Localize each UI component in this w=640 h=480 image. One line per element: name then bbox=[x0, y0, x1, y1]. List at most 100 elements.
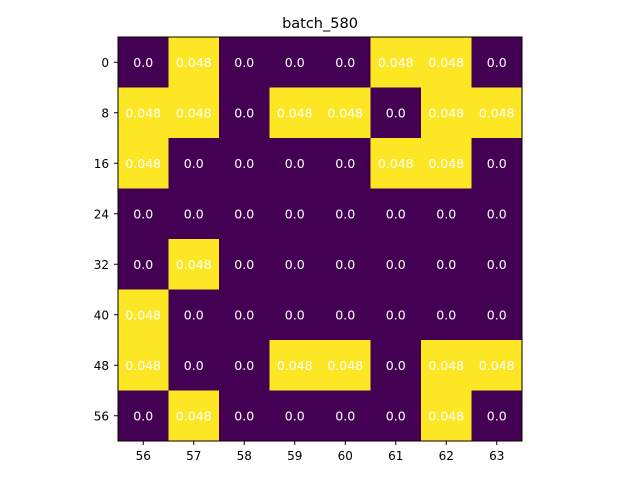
heatmap-cell-value: 0.0 bbox=[234, 55, 254, 70]
y-tick-label: 24 bbox=[94, 207, 109, 221]
heatmap-cell-value: 0.0 bbox=[335, 257, 355, 272]
heatmap-cell bbox=[118, 390, 169, 442]
heatmap-cell-value: 0.0 bbox=[386, 257, 406, 272]
y-tick-label: 56 bbox=[94, 409, 109, 423]
heatmap-cell-value: 0.048 bbox=[176, 55, 212, 70]
heatmap-cell-value: 0.0 bbox=[184, 206, 204, 221]
heatmap-cell-value: 0.048 bbox=[176, 408, 212, 423]
heatmap-cell-value: 0.0 bbox=[234, 307, 254, 322]
heatmap-cell bbox=[118, 87, 169, 139]
heatmap-cell-value: 0.0 bbox=[335, 206, 355, 221]
x-tick-label: 60 bbox=[338, 449, 353, 463]
heatmap-cell-value: 0.0 bbox=[285, 257, 305, 272]
heatmap-cell-value: 0.0 bbox=[335, 156, 355, 171]
heatmap-cell bbox=[269, 340, 321, 391]
heatmap-cell-value: 0.0 bbox=[184, 358, 204, 373]
heatmap-cell bbox=[421, 390, 472, 442]
heatmap-cell bbox=[320, 340, 371, 391]
heatmap-cell-value: 0.0 bbox=[487, 307, 507, 322]
heatmap-cell bbox=[320, 289, 371, 341]
heatmap-cell bbox=[320, 188, 371, 240]
heatmap-cell bbox=[269, 188, 321, 240]
heatmap-cell bbox=[118, 37, 169, 88]
heatmap-cell-value: 0.0 bbox=[285, 55, 305, 70]
heatmap-cell-value: 0.0 bbox=[335, 408, 355, 423]
heatmap-cell bbox=[219, 239, 270, 290]
heatmap-cell bbox=[471, 87, 523, 139]
heatmap-cell-value: 0.048 bbox=[277, 358, 313, 373]
heatmap-cell-value: 0.048 bbox=[378, 55, 414, 70]
heatmap-cell bbox=[370, 340, 422, 391]
y-axis: 0 8 16 24 32 40 48 56 bbox=[94, 56, 118, 423]
heatmap-cell bbox=[219, 188, 270, 240]
heatmap-cell-value: 0.048 bbox=[428, 105, 464, 120]
heatmap-cell-value: 0.048 bbox=[428, 408, 464, 423]
heatmap-cell-value: 0.048 bbox=[479, 358, 515, 373]
heatmap-cell bbox=[168, 188, 220, 240]
x-tick-label: 57 bbox=[186, 449, 201, 463]
heatmap-cell bbox=[471, 239, 523, 290]
heatmap-cell bbox=[421, 37, 472, 88]
x-tick-label: 56 bbox=[136, 449, 151, 463]
heatmap-cell bbox=[118, 340, 169, 391]
heatmap-cell bbox=[168, 138, 220, 189]
heatmap-cell-value: 0.0 bbox=[386, 408, 406, 423]
heatmap-cell-value: 0.0 bbox=[234, 206, 254, 221]
heatmap-cell bbox=[168, 289, 220, 341]
heatmap-cell bbox=[118, 188, 169, 240]
heatmap-cells bbox=[118, 37, 523, 442]
heatmap-cell-value: 0.0 bbox=[487, 55, 507, 70]
heatmap-cell bbox=[219, 138, 270, 189]
heatmap-cell bbox=[219, 37, 270, 88]
heatmap-cell-value: 0.0 bbox=[234, 408, 254, 423]
heatmap-cell-value: 0.048 bbox=[125, 307, 161, 322]
heatmap-cell bbox=[421, 87, 472, 139]
heatmap-cell bbox=[269, 239, 321, 290]
heatmap-cell-value: 0.0 bbox=[386, 358, 406, 373]
heatmap-cell-value: 0.048 bbox=[428, 55, 464, 70]
heatmap-cell-value: 0.0 bbox=[487, 206, 507, 221]
x-tick-label: 59 bbox=[287, 449, 302, 463]
heatmap-value-labels: 0.0 0.048 0.0 0.0 0.0 0.048 0.048 0.0 0.048 0.048… bbox=[125, 55, 514, 424]
heatmap-cell bbox=[421, 289, 472, 341]
heatmap-cell-value: 0.0 bbox=[133, 206, 153, 221]
heatmap-cell bbox=[370, 87, 422, 139]
heatmap-cell-value: 0.0 bbox=[487, 156, 507, 171]
heatmap-cell-value: 0.048 bbox=[479, 105, 515, 120]
heatmap-cell-value: 0.048 bbox=[378, 156, 414, 171]
heatmap-cell bbox=[168, 87, 220, 139]
heatmap-cell-value: 0.0 bbox=[335, 307, 355, 322]
heatmap-cell bbox=[421, 340, 472, 391]
y-tick-label: 8 bbox=[101, 106, 109, 120]
heatmap-cell-value: 0.0 bbox=[234, 257, 254, 272]
heatmap-cell bbox=[471, 390, 523, 442]
heatmap-cell-value: 0.0 bbox=[133, 408, 153, 423]
heatmap-cell bbox=[370, 390, 422, 442]
heatmap-cell bbox=[421, 188, 472, 240]
heatmap-cell bbox=[471, 138, 523, 189]
y-tick-label: 32 bbox=[94, 258, 109, 272]
heatmap-cell bbox=[219, 390, 270, 442]
heatmap-cell bbox=[168, 340, 220, 391]
heatmap-cell-value: 0.0 bbox=[234, 105, 254, 120]
heatmap-cell bbox=[320, 37, 371, 88]
heatmap-cell bbox=[118, 138, 169, 189]
heatmap-cell bbox=[421, 138, 472, 189]
heatmap-cell bbox=[168, 390, 220, 442]
heatmap-cell-value: 0.0 bbox=[487, 408, 507, 423]
heatmap-cell bbox=[168, 37, 220, 88]
heatmap-cell-value: 0.0 bbox=[285, 408, 305, 423]
heatmap-cell-value: 0.048 bbox=[125, 156, 161, 171]
heatmap-cell bbox=[269, 390, 321, 442]
y-tick-label: 48 bbox=[94, 359, 109, 373]
heatmap-cell bbox=[269, 138, 321, 189]
heatmap-cell bbox=[370, 239, 422, 290]
heatmap-cell-value: 0.048 bbox=[277, 105, 313, 120]
heatmap-cell bbox=[370, 188, 422, 240]
heatmap-cell bbox=[320, 138, 371, 189]
heatmap-cell-value: 0.048 bbox=[327, 358, 363, 373]
heatmap-cell bbox=[370, 289, 422, 341]
x-axis: 56 57 58 59 60 61 62 63 bbox=[136, 441, 504, 463]
heatmap-cell bbox=[370, 37, 422, 88]
heatmap-cell bbox=[320, 390, 371, 442]
